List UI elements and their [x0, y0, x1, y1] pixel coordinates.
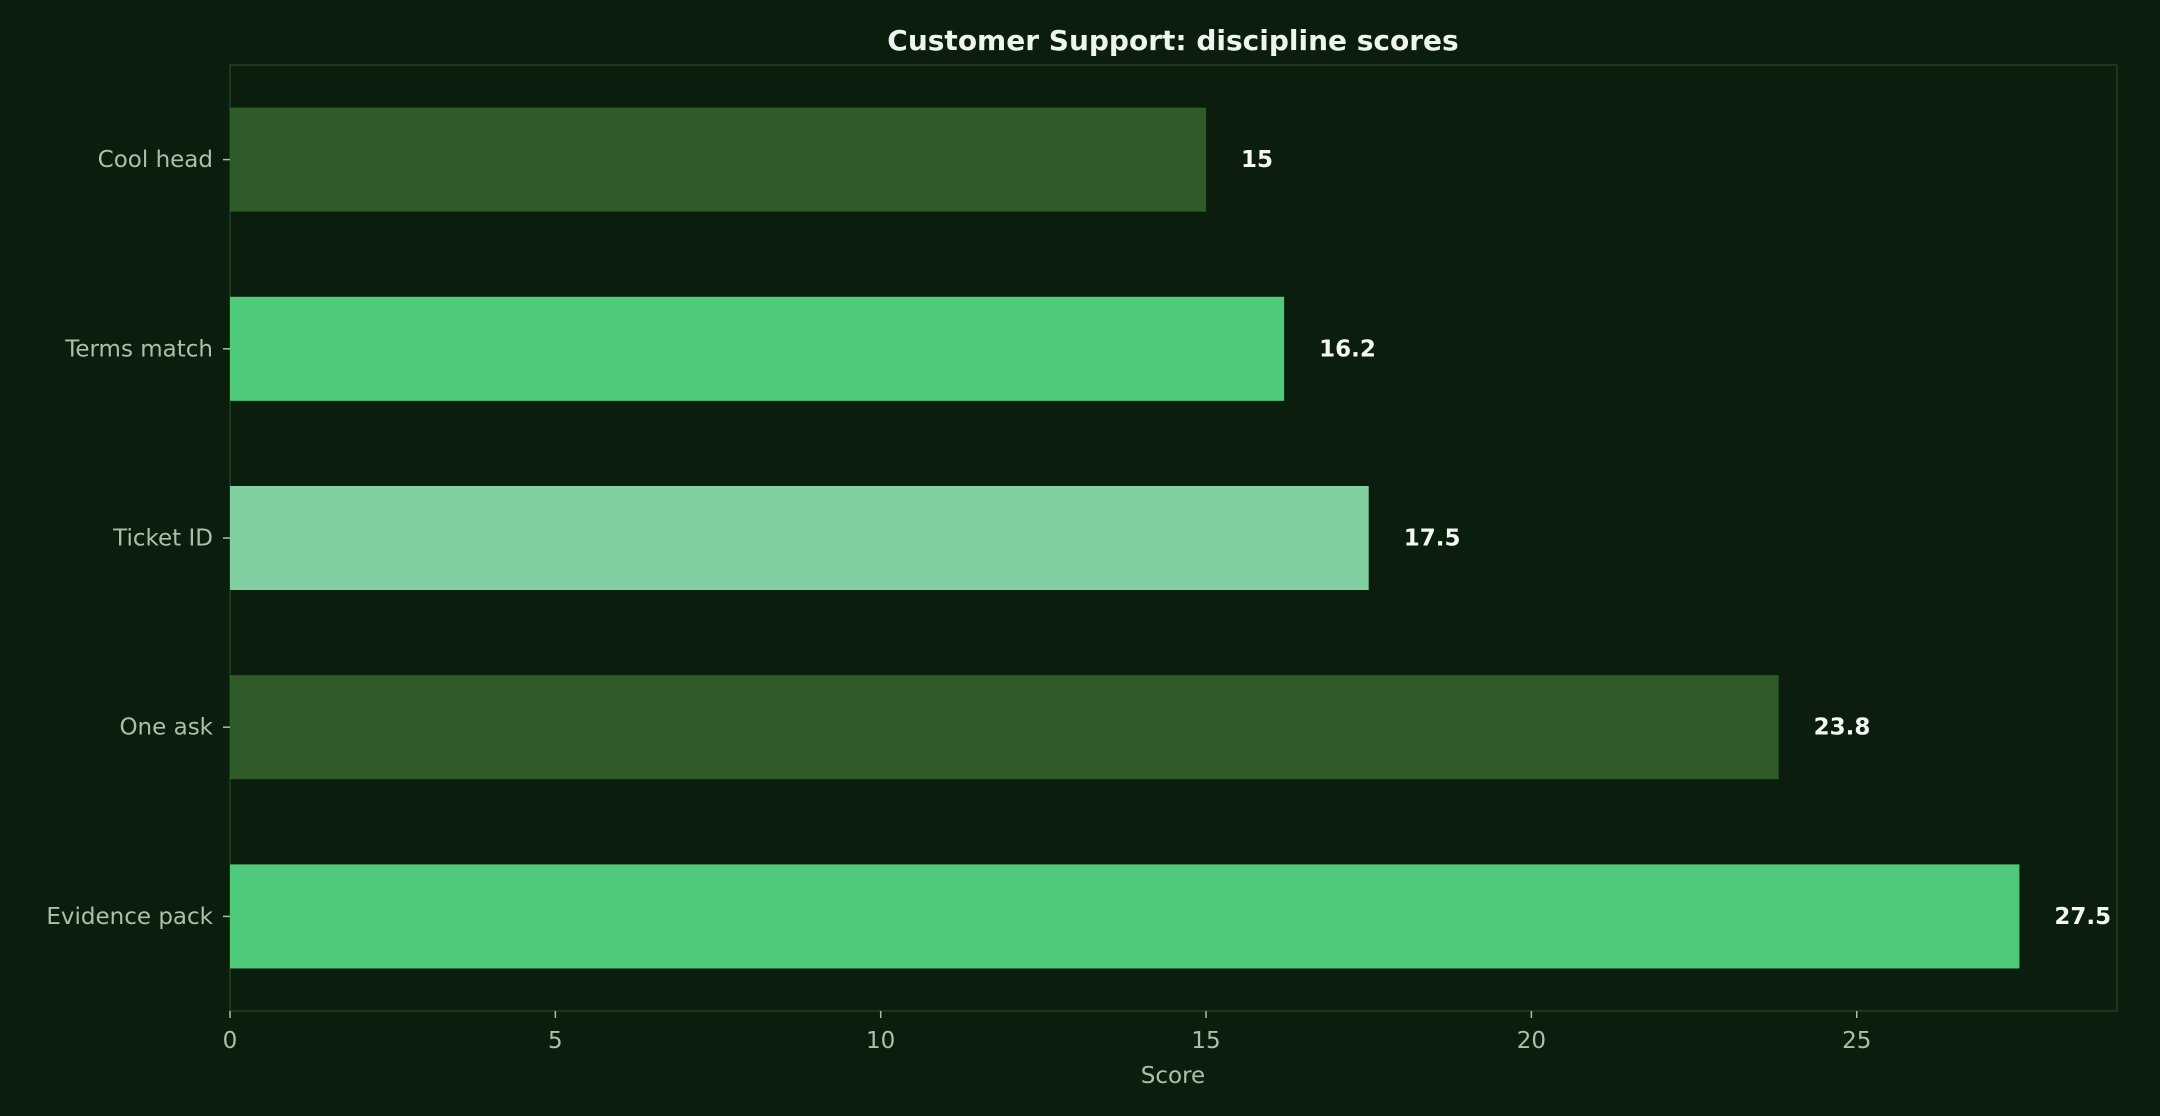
- category-label-terms-match: Terms match: [64, 336, 213, 362]
- x-tick-label-5: 5: [548, 1028, 563, 1054]
- x-axis-label: Score: [1141, 1063, 1205, 1089]
- bar-evidence-pack: [230, 864, 2020, 969]
- category-label-evidence-pack: Evidence pack: [46, 904, 213, 930]
- value-label-evidence-pack: 27.5: [2054, 904, 2111, 930]
- x-tick-label-20: 20: [1517, 1028, 1546, 1054]
- bar-one-ask: [230, 675, 1779, 780]
- bar-ticket-id: [230, 485, 1369, 591]
- category-label-cool-head: Cool head: [98, 147, 213, 173]
- x-axis: 0 5 10 15 20 25: [223, 1011, 1871, 1054]
- bar-cool-head: [230, 107, 1207, 212]
- value-label-one-ask: 23.8: [1814, 715, 1871, 741]
- bars-group: 15 16.2 17.5 23.8 27.5: [230, 107, 2111, 969]
- y-axis: Cool head Terms match Ticket ID One ask Evid…: [46, 147, 230, 930]
- value-label-ticket-id: 17.5: [1404, 526, 1461, 552]
- x-tick-label-15: 15: [1191, 1028, 1220, 1054]
- x-tick-label-0: 0: [223, 1028, 238, 1054]
- value-label-cool-head: 15: [1241, 147, 1273, 173]
- chart-title: Customer Support: discipline scores: [887, 24, 1458, 57]
- x-tick-label-10: 10: [866, 1028, 895, 1054]
- category-label-one-ask: One ask: [119, 715, 213, 741]
- x-tick-label-25: 25: [1842, 1028, 1871, 1054]
- category-label-ticket-id: Ticket ID: [112, 526, 213, 552]
- value-label-terms-match: 16.2: [1319, 336, 1376, 362]
- bar-terms-match: [230, 296, 1285, 401]
